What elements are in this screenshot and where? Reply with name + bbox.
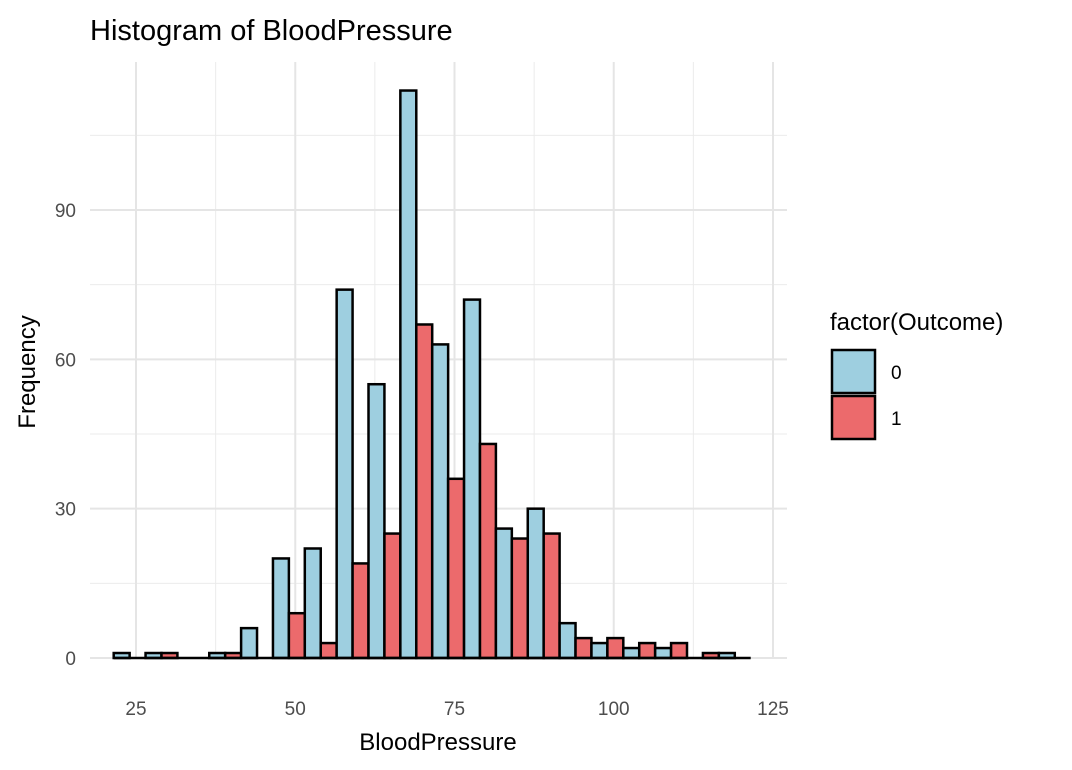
bar-series-0 <box>303 547 322 660</box>
bar-series-0 <box>430 343 450 660</box>
bar-series-1 <box>415 323 434 660</box>
bar-series-1 <box>637 641 657 660</box>
bar-series-0 <box>367 382 386 660</box>
bar-series-1 <box>542 532 561 660</box>
bar-series-0 <box>653 646 673 660</box>
y-tick-label: 0 <box>65 649 76 670</box>
legend-key-0 <box>830 348 877 395</box>
bar-series-0 <box>271 557 291 660</box>
bar-series-0 <box>399 89 418 660</box>
bar-series-0 <box>558 621 577 660</box>
bar-series-1 <box>351 562 370 660</box>
legend-label-0: 0 <box>891 363 902 384</box>
x-axis-ticks: 25 50 75 100 125 <box>125 699 788 720</box>
chart-title: Histogram of BloodPressure <box>90 15 453 47</box>
legend-title: factor(Outcome) <box>830 309 1003 336</box>
bar-series-1 <box>319 641 338 660</box>
bar-series-0 <box>526 507 545 660</box>
x-tick-label: 125 <box>757 699 789 720</box>
bar-series-0 <box>590 641 609 660</box>
x-tick-label: 75 <box>444 699 465 720</box>
bar-series-1 <box>669 641 689 660</box>
bar-series-1 <box>574 636 593 660</box>
bar-series-0 <box>335 288 354 660</box>
y-axis-title: Frequency <box>14 315 41 428</box>
bar-series-1 <box>510 537 530 660</box>
bar-series-1 <box>606 636 625 660</box>
legend-label-1: 1 <box>891 409 902 430</box>
y-axis-ticks: 0 30 60 90 <box>55 201 76 670</box>
y-tick-label: 30 <box>55 500 76 521</box>
bar-series-0 <box>494 527 514 660</box>
bar-series-0 <box>622 646 641 660</box>
x-tick-label: 25 <box>125 699 146 720</box>
bar-series-1 <box>383 532 402 660</box>
bar-series-0 <box>462 298 482 660</box>
bar-series-1 <box>446 477 466 660</box>
y-tick-label: 90 <box>55 201 76 222</box>
bar-series-1 <box>287 611 307 660</box>
x-tick-label: 50 <box>285 699 306 720</box>
legend-key-1 <box>830 394 877 441</box>
bars <box>112 89 737 660</box>
x-tick-label: 100 <box>598 699 630 720</box>
legend-items: 01 <box>830 348 902 441</box>
bar-series-0 <box>239 626 259 660</box>
bar-series-1 <box>478 442 498 660</box>
legend: factor(Outcome) 01 <box>830 309 1003 441</box>
y-tick-label: 60 <box>55 350 76 371</box>
x-axis-title: BloodPressure <box>359 729 516 756</box>
